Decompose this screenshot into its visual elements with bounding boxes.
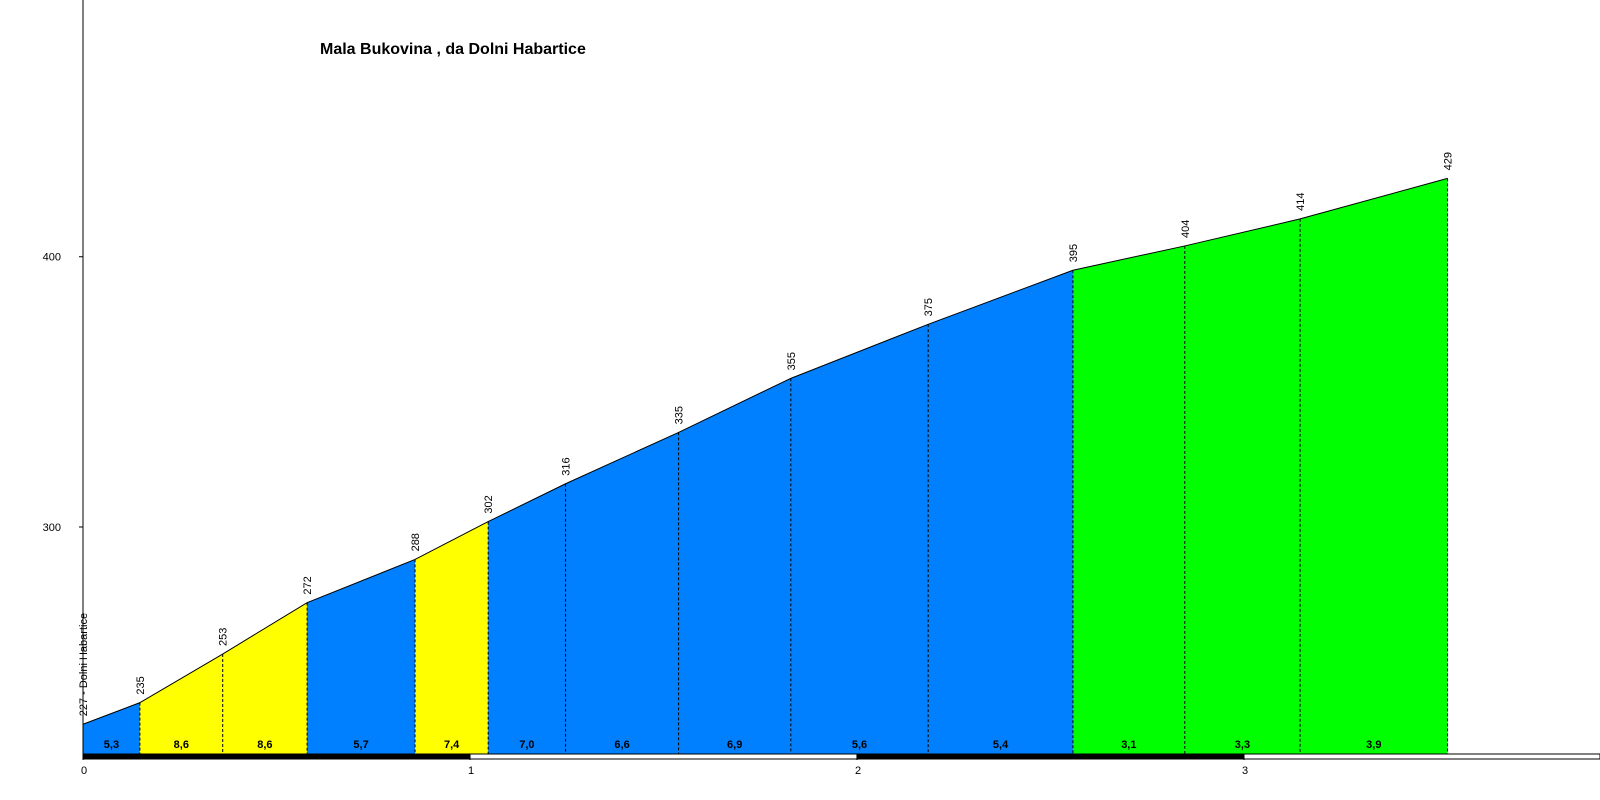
gradient-segment [139, 654, 223, 754]
gradient-segment [307, 559, 416, 754]
elevation-label: 355 [786, 352, 798, 370]
gradient-segment [678, 378, 791, 754]
gradient-segment [565, 432, 679, 754]
elevation-label: 253 [218, 628, 230, 646]
gradient-label: 3,9 [1366, 739, 1381, 751]
gradient-segment [790, 324, 929, 754]
gradient-label: 7,4 [444, 739, 460, 751]
elevation-label: 235 [135, 676, 147, 694]
x-tick-label: 0 [81, 765, 87, 777]
elevation-label: 375 [923, 298, 935, 316]
y-tick-label: 400 [43, 252, 61, 264]
profile-line [82, 177, 1448, 725]
x-tick-label: 3 [1242, 765, 1248, 777]
elevation-label: 227 - Dolni Habartice [78, 613, 90, 716]
y-tick-label: 300 [43, 522, 61, 534]
gradient-segment [1184, 218, 1301, 755]
gradient-segment [415, 521, 489, 754]
gradient-label: 5,3 [104, 739, 119, 751]
elevation-label: 316 [561, 457, 573, 475]
x-tick-label: 2 [855, 765, 861, 777]
gradient-segment [1072, 245, 1185, 754]
gradient-label: 6,9 [727, 739, 742, 751]
gradient-label: 3,1 [1121, 739, 1136, 751]
km-bar [82, 753, 471, 760]
km-bar [469, 753, 858, 760]
gradient-label: 5,6 [852, 739, 867, 751]
elevation-label: 335 [674, 406, 686, 424]
elevation-label: 404 [1180, 220, 1192, 238]
gradient-segment [928, 270, 1073, 754]
gradient-label: 7,0 [519, 739, 534, 751]
elevation-label: 302 [483, 495, 495, 513]
elevation-label: 272 [302, 576, 314, 594]
gradient-label: 5,7 [353, 739, 368, 751]
gradient-label: 3,3 [1235, 739, 1250, 751]
gradient-segment [1300, 178, 1448, 754]
gradient-label: 5,4 [993, 739, 1009, 751]
x-tick-label: 1 [468, 765, 474, 777]
gradient-label: 8,6 [174, 739, 189, 751]
km-bar [856, 753, 1245, 760]
km-bar [1243, 753, 1600, 760]
elevation-label: 429 [1443, 152, 1455, 170]
gradient-label: 8,6 [257, 739, 272, 751]
elevation-label: 414 [1295, 193, 1307, 211]
gradient-segment [83, 702, 140, 754]
chart-title: Mala Bukovina , da Dolni Habartice [320, 41, 586, 58]
gradient-segment [222, 602, 308, 754]
gradient-segment [488, 483, 566, 754]
elevation-label: 395 [1068, 244, 1080, 262]
gradient-label: 6,6 [614, 739, 629, 751]
elevation-label: 288 [410, 533, 422, 551]
